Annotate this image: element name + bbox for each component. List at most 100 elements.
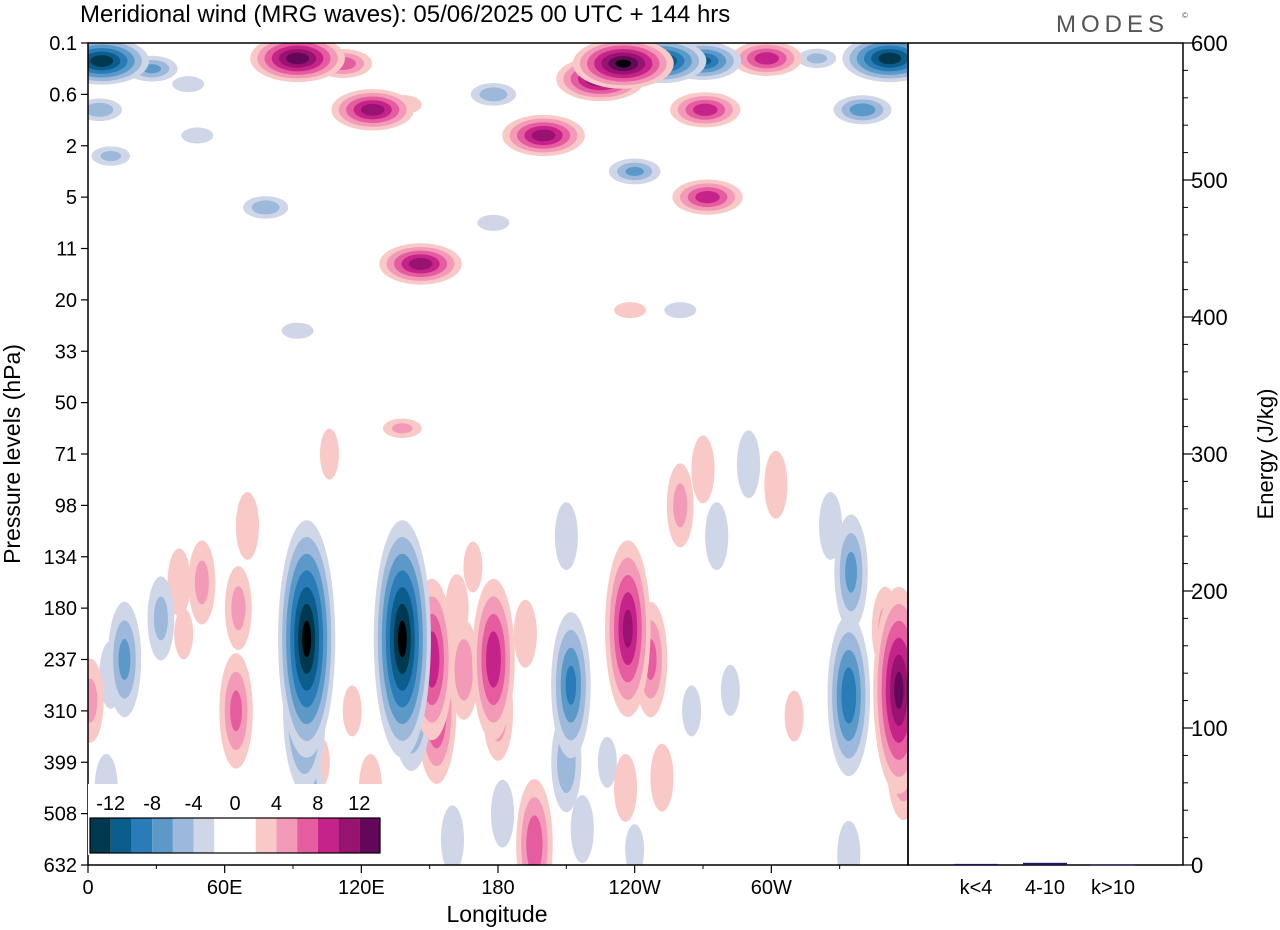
energy-tick-label: 0 [1191, 853, 1203, 878]
wind-cell [88, 43, 150, 85]
wind-cell [181, 127, 214, 144]
positive-contour [526, 815, 543, 865]
colorbar-label: 0 [229, 793, 240, 815]
wind-cell [167, 548, 191, 617]
positive-contour [691, 435, 715, 504]
negative-contour [118, 639, 131, 680]
colorbar-label: 4 [271, 793, 282, 815]
wind-cell [705, 502, 729, 571]
wind-cell [319, 428, 339, 480]
negative-contour [302, 620, 312, 658]
positive-contour [615, 59, 632, 68]
wind-cell [513, 599, 537, 668]
positive-contour [235, 492, 260, 560]
positive-contour [673, 483, 688, 528]
energy-tick-label: 100 [1191, 716, 1228, 741]
wind-cell [597, 736, 617, 788]
x-tick-label: 60E [207, 877, 243, 899]
positive-contour [613, 754, 638, 822]
negative-contour [705, 502, 729, 571]
x-axis: 0 60E 120E 180 120W 60W [82, 865, 841, 899]
positive-contour [319, 428, 339, 480]
negative-contour [490, 779, 515, 848]
wind-cell [670, 92, 741, 128]
energy-bars: k<4 4-10 k>10 [954, 862, 1135, 899]
brand-mark: © [1182, 11, 1188, 20]
x-tick-label: 180 [481, 877, 514, 899]
energy-panel-frame [907, 42, 1184, 866]
energy-category-label: k<4 [960, 877, 993, 899]
colorbar-label: -4 [185, 793, 203, 815]
energy-category-label: 4-10 [1025, 877, 1065, 899]
y-tick-label: 180 [44, 598, 77, 620]
negative-contour [153, 596, 168, 641]
y-tick-label: 310 [44, 701, 77, 723]
positive-contour [454, 639, 474, 701]
positive-contour [622, 609, 633, 648]
colorbar-swatch [235, 818, 256, 853]
wind-cell [837, 820, 861, 865]
wind-cell [650, 743, 674, 812]
wind-cell [516, 779, 553, 865]
wind-cell [834, 514, 868, 630]
y-tick-label: 0.1 [49, 33, 77, 55]
negative-contour [570, 795, 594, 863]
wind-cell [477, 214, 510, 231]
energy-bar [954, 863, 998, 865]
wind-cell [572, 43, 674, 89]
negative-contour [251, 200, 280, 215]
energy-axis-label: Energy (J/kg) [1253, 389, 1278, 520]
colorbar-swatch [276, 818, 298, 853]
x-tick-label: 120E [338, 877, 385, 899]
colorbar-label: -12 [96, 793, 125, 815]
positive-contour [695, 191, 720, 204]
wind-cell [502, 114, 585, 157]
colorbar-swatch [317, 818, 339, 853]
negative-contour [806, 53, 828, 64]
positive-contour [88, 678, 98, 723]
colorbar-swatch [110, 818, 132, 853]
negative-contour [837, 820, 861, 865]
positive-contour [513, 599, 537, 668]
y-axis-label: Pressure levels (hPa) [0, 344, 25, 564]
wind-cell [608, 158, 661, 185]
wind-cell [224, 566, 252, 651]
negative-contour [818, 492, 843, 560]
wind-cell [379, 243, 462, 285]
wind-cell [720, 664, 740, 716]
y-tick-label: 11 [56, 239, 77, 261]
colorbar-swatch [214, 818, 235, 853]
y-tick-label: 508 [44, 804, 77, 826]
colorbar: -12 -8 -4 0 4 8 12 [88, 784, 382, 855]
wind-cell [219, 653, 253, 769]
wind-cell [281, 322, 314, 339]
wind-cell [625, 824, 645, 865]
wind-cell [174, 608, 194, 660]
energy-tick-label: 300 [1191, 442, 1228, 467]
y-tick-label: 50 [55, 393, 77, 415]
wind-cell [797, 48, 837, 69]
x-tick-label: 120W [609, 877, 661, 899]
negative-contour [625, 824, 645, 865]
negative-contour [100, 150, 121, 162]
negative-contour [88, 102, 114, 117]
wind-cell [570, 795, 594, 863]
negative-contour [845, 551, 857, 593]
positive-contour [231, 586, 246, 631]
wind-cell [235, 492, 260, 560]
energy-tick-label: 500 [1191, 168, 1228, 193]
positive-contour [286, 52, 310, 65]
negative-contour [565, 665, 577, 705]
colorbar-label: 8 [312, 793, 323, 815]
wind-cell [472, 578, 515, 741]
wind-cell [672, 179, 743, 215]
wind-cell [614, 302, 647, 319]
wind-cell [551, 612, 591, 759]
wind-cell [605, 540, 651, 718]
modes-logo: MODES © [1056, 11, 1188, 38]
colorbar-label: 12 [348, 793, 370, 815]
positive-contour [360, 103, 385, 116]
negative-contour [181, 127, 214, 144]
negative-contour [90, 55, 114, 67]
